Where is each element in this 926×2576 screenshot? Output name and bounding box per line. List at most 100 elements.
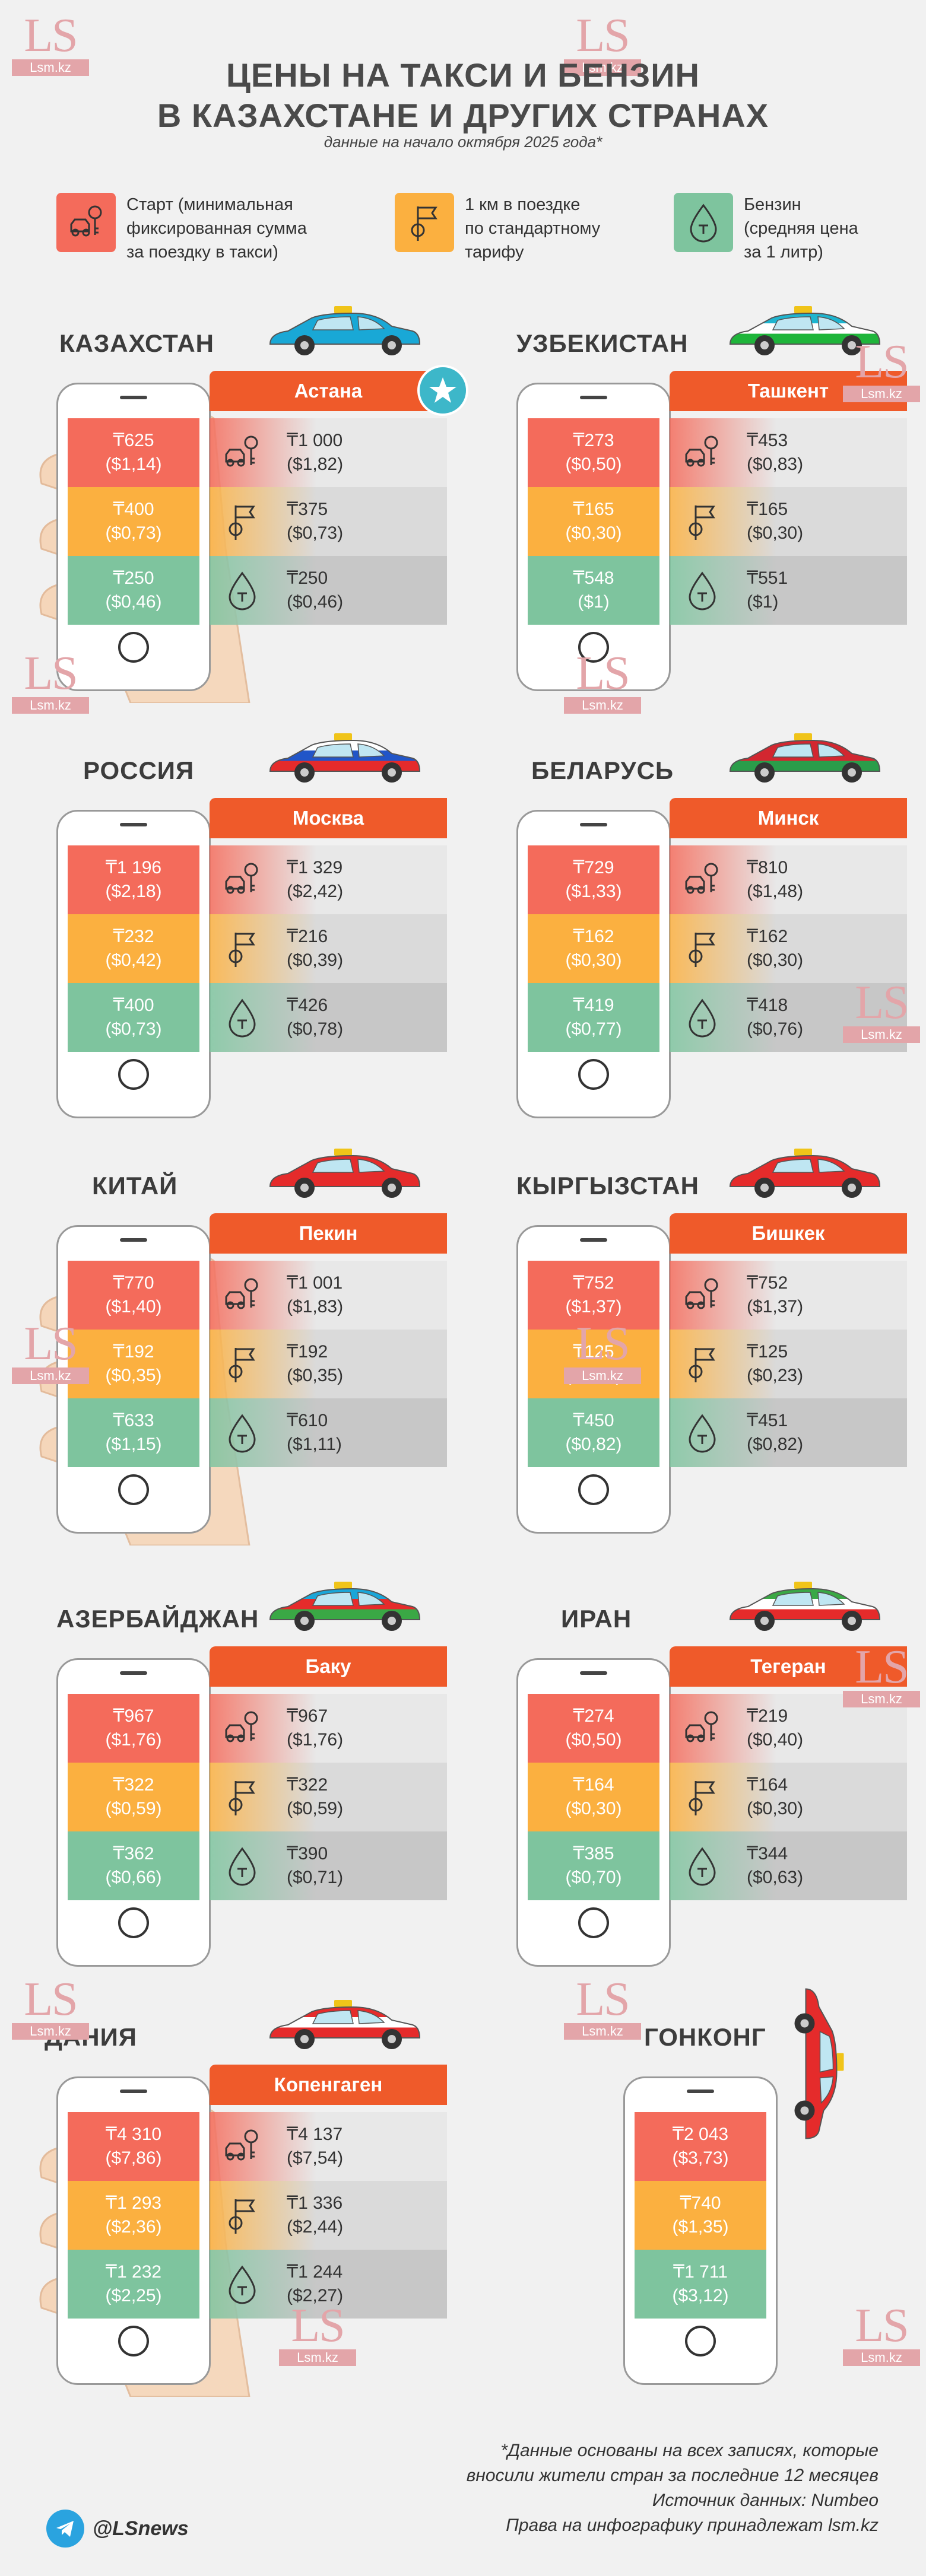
country-km-tenge: ₸232	[113, 927, 154, 946]
watermark-logo: LS Lsm.kz	[12, 1320, 89, 1384]
city-start-row: ₸752 ($1,37)	[670, 1261, 907, 1330]
start-icon	[670, 1694, 735, 1763]
country-start-usd: ($1,40)	[105, 1297, 162, 1316]
city-km-value: ₸1 336 ($2,44)	[287, 2192, 343, 2239]
legend-km-line2: по стандартному	[465, 219, 601, 238]
city-label-belarus: Минск	[670, 798, 907, 838]
watermark-logo-text: LS	[576, 1318, 630, 1370]
taxi-car-russia	[264, 730, 424, 792]
city-label-azerbaijan: Баку	[210, 1646, 447, 1687]
city-start-usd: ($1,83)	[287, 1297, 344, 1316]
phone-home-button	[578, 1907, 609, 1938]
city-km-tenge: ₸192	[287, 1342, 328, 1362]
city-fuel-usd: ($0,46)	[287, 592, 344, 612]
phone-home-button	[118, 1059, 149, 1090]
watermark-logo-text: LS	[855, 336, 909, 388]
telegram-link[interactable]: @LSnews	[46, 2510, 189, 2548]
country-name-hongkong: ГОНКОНГ	[644, 2023, 766, 2051]
legend-start-line3: за поездку в такси)	[126, 243, 278, 262]
country-km-usd: ($0,73)	[105, 523, 162, 543]
km-flag-icon	[210, 487, 275, 556]
country-km-tenge: ₸740	[680, 2193, 721, 2213]
city-start-usd: ($0,83)	[747, 454, 804, 474]
city-km-row: ₸125 ($0,23)	[670, 1330, 907, 1398]
legend-fuel-line1: Бензин	[744, 195, 801, 214]
phone-home-button	[118, 1474, 149, 1505]
city-start-row: ₸1 001 ($1,83)	[210, 1261, 447, 1330]
fuel-drop-icon	[670, 1831, 735, 1900]
country-start-tenge: ₸4 310	[105, 2125, 162, 2144]
phone-home-button	[118, 1907, 149, 1938]
city-km-usd: ($0,35)	[287, 1366, 344, 1385]
watermark-site-text: Lsm.kz	[12, 697, 89, 714]
country-fuel-usd: ($0,82)	[565, 1435, 622, 1454]
city-km-tenge: ₸216	[287, 927, 328, 946]
city-km-tenge: ₸322	[287, 1775, 328, 1795]
country-name-belarus: БЕЛАРУСЬ	[531, 756, 674, 784]
country-km-usd: ($0,35)	[105, 1366, 162, 1385]
city-start-tenge: ₸4 137	[287, 2125, 343, 2144]
country-km-usd: ($1,35)	[672, 2217, 729, 2237]
city-fuel-value: ₸610 ($1,11)	[287, 1409, 342, 1456]
country-fuel-cell: ₸362 ($0,66)	[68, 1831, 199, 1900]
footer-rights: Права на инфографику принадлежат lsm.kz	[506, 2515, 879, 2535]
footer-notes: *Данные основаны на всех записях, которы…	[467, 2438, 879, 2538]
fuel-drop-icon	[674, 193, 733, 252]
taxi-car-denmark	[264, 1996, 424, 2059]
city-km-row: ₸1 336 ($2,44)	[210, 2181, 447, 2250]
city-fuel-row: ₸610 ($1,11)	[210, 1398, 447, 1467]
legend-fuel-line3: за 1 литр)	[744, 243, 823, 262]
city-start-value: ₸1 001 ($1,83)	[287, 1271, 343, 1319]
country-fuel-cell: ₸385 ($0,70)	[528, 1831, 659, 1900]
watermark-logo-text: LS	[24, 647, 78, 699]
km-flag-icon	[395, 193, 454, 252]
country-km-tenge: ₸165	[573, 500, 614, 519]
km-flag-icon	[210, 2181, 275, 2250]
country-start-tenge: ₸770	[113, 1273, 154, 1293]
city-label-denmark: Копенгаген	[210, 2065, 447, 2105]
watermark-logo: LS Lsm.kz	[12, 650, 89, 714]
country-start-usd: ($1,76)	[105, 1730, 162, 1750]
city-fuel-value: ₸344 ($0,63)	[747, 1842, 803, 1890]
km-flag-icon	[210, 1763, 275, 1831]
city-fuel-row: ₸418 ($0,76)	[670, 983, 907, 1052]
city-start-usd: ($1,48)	[747, 882, 804, 901]
start-icon	[670, 1261, 735, 1330]
country-start-usd: ($0,50)	[565, 1730, 622, 1750]
country-km-tenge: ₸162	[573, 927, 614, 946]
city-start-tenge: ₸453	[747, 431, 788, 450]
fuel-drop-icon	[670, 983, 735, 1052]
watermark-logo-text: LS	[24, 9, 78, 62]
capital-star-icon	[417, 365, 468, 416]
city-km-row: ₸162 ($0,30)	[670, 914, 907, 983]
phone-home-button	[578, 1059, 609, 1090]
telegram-handle: @LSnews	[93, 2517, 189, 2540]
watermark-site-text: Lsm.kz	[279, 2349, 356, 2366]
city-km-row: ₸322 ($0,59)	[210, 1763, 447, 1831]
country-fuel-usd: ($1)	[578, 592, 610, 612]
watermark-site-text: Lsm.kz	[843, 386, 920, 402]
watermark-logo: LS Lsm.kz	[843, 1643, 920, 1707]
km-flag-icon	[670, 1330, 735, 1398]
watermark-logo: LS Lsm.kz	[12, 12, 89, 76]
country-fuel-usd: ($0,77)	[565, 1019, 622, 1039]
watermark-site-text: Lsm.kz	[564, 697, 641, 714]
city-km-value: ₸164 ($0,30)	[747, 1773, 803, 1821]
watermark-site-text: Lsm.kz	[564, 1367, 641, 1384]
city-start-value: ₸810 ($1,48)	[747, 856, 803, 904]
fuel-drop-icon	[210, 983, 275, 1052]
legend-item-start: Старт (минимальная фиксированная сумма з…	[56, 193, 307, 264]
city-fuel-value: ₸390 ($0,71)	[287, 1842, 343, 1890]
city-km-value: ₸322 ($0,59)	[287, 1773, 343, 1821]
country-km-usd: ($2,36)	[105, 2217, 162, 2237]
fuel-drop-icon	[210, 1831, 275, 1900]
country-start-cell: ₸625 ($1,14)	[68, 418, 199, 487]
country-name-china: КИТАЙ	[92, 1172, 178, 1200]
km-flag-icon	[670, 914, 735, 983]
country-fuel-cell: ₸250 ($0,46)	[68, 556, 199, 625]
country-start-tenge: ₸625	[113, 431, 154, 450]
city-km-value: ₸216 ($0,39)	[287, 925, 343, 972]
city-start-usd: ($7,54)	[287, 2148, 344, 2168]
country-fuel-usd: ($0,70)	[565, 1868, 622, 1887]
start-icon	[670, 418, 735, 487]
